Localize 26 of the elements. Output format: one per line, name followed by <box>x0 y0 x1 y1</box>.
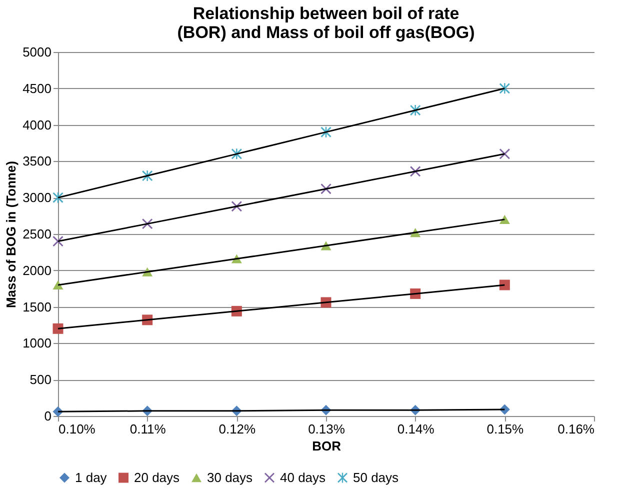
legend-label: 40 days <box>280 470 326 485</box>
x-tick-label: 0.10% <box>58 422 96 436</box>
x-axis-title: BOR <box>312 438 342 454</box>
legend-label: 1 day <box>75 470 108 485</box>
y-tick-label: 4000 <box>22 117 52 132</box>
x-tick-label: 0.15% <box>486 422 524 436</box>
x-tick-label: 0.13% <box>308 422 346 436</box>
y-tick-label: 4500 <box>22 80 52 96</box>
y-tick-label: 3500 <box>22 154 52 169</box>
legend-label: 50 days <box>353 470 400 485</box>
x-tick-label: 0.16% <box>558 422 595 436</box>
y-tick-label: 1000 <box>22 336 52 351</box>
y-tick-label: 5000 <box>22 44 52 60</box>
x-tick-label: 0.12% <box>218 422 256 436</box>
chart-title: Relationship between boil of rate (BOR) and Mass of boil off gas(BOG) <box>177 4 475 42</box>
y-tick-label: 3000 <box>22 190 52 206</box>
y-tick-label: 500 <box>30 372 52 388</box>
legend-label: 30 days <box>207 470 254 485</box>
y-tick-label: 2500 <box>22 226 52 242</box>
y-axis-title: Mass of BOG in (Tonne) <box>4 160 19 308</box>
legend-label: 20 days <box>134 470 180 485</box>
x-tick-label: 0.11% <box>130 422 166 436</box>
y-tick-label: 2000 <box>22 262 52 278</box>
y-tick-label: 1500 <box>22 299 52 314</box>
y-tick-label: 0 <box>44 408 52 424</box>
x-tick-label: 0.14% <box>397 422 435 436</box>
